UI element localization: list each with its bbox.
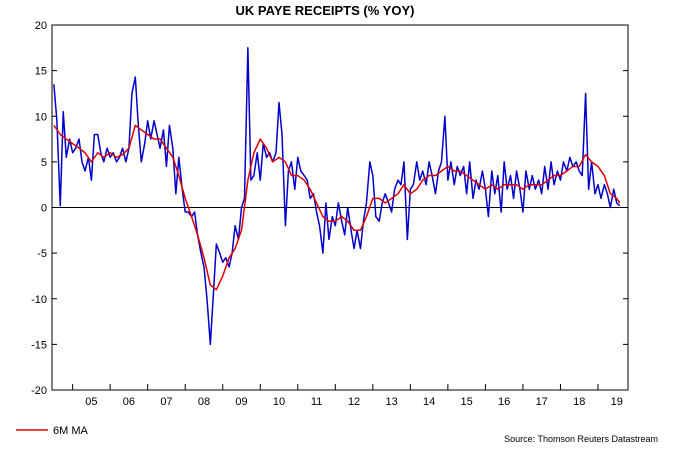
legend-label-6m-ma: 6M MA (53, 425, 89, 437)
x-tick-label: 17 (536, 396, 548, 408)
y-tick-label: -10 (31, 294, 47, 306)
x-tick-label: 12 (348, 396, 360, 408)
x-tick-label: 13 (385, 396, 397, 408)
x-tick-label: 15 (461, 396, 473, 408)
x-tick-label: 11 (311, 396, 322, 408)
x-tick-label: 06 (123, 396, 135, 408)
y-tick-label: -20 (31, 385, 47, 397)
x-tick-label: 10 (273, 396, 285, 408)
y-tick-label: -5 (37, 248, 47, 260)
x-tick-label: 08 (198, 396, 210, 408)
chart-title: UK PAYE RECEIPTS (% YOY) (236, 3, 415, 18)
x-tick-label: 14 (423, 396, 435, 408)
y-tick-label: 5 (41, 157, 47, 169)
y-axis: -20 -15 -10 -5 0 5 10 15 20 (31, 20, 628, 397)
x-tick-label: 16 (498, 396, 510, 408)
series-line-6m-ma (53, 124, 621, 291)
y-tick-label: 15 (35, 66, 47, 78)
x-tick-label: 18 (573, 396, 585, 408)
source-note: Source: Thomson Reuters Datastream (504, 434, 658, 444)
y-tick-label: -15 (31, 339, 47, 351)
y-tick-label: 0 (41, 203, 47, 215)
x-tick-label: 19 (611, 396, 623, 408)
x-tick-label: 09 (235, 396, 247, 408)
legend: 6M MA (16, 425, 89, 437)
x-axis: 05 06 07 08 09 10 11 12 13 14 15 16 17 18 19 (72, 384, 623, 408)
y-tick-label: 10 (35, 111, 47, 123)
series-layer (53, 47, 621, 346)
x-tick-label: 05 (85, 396, 97, 408)
series-line-paye-receipts (53, 47, 621, 346)
y-tick-label: 20 (35, 20, 47, 32)
x-tick-label: 07 (160, 396, 172, 408)
